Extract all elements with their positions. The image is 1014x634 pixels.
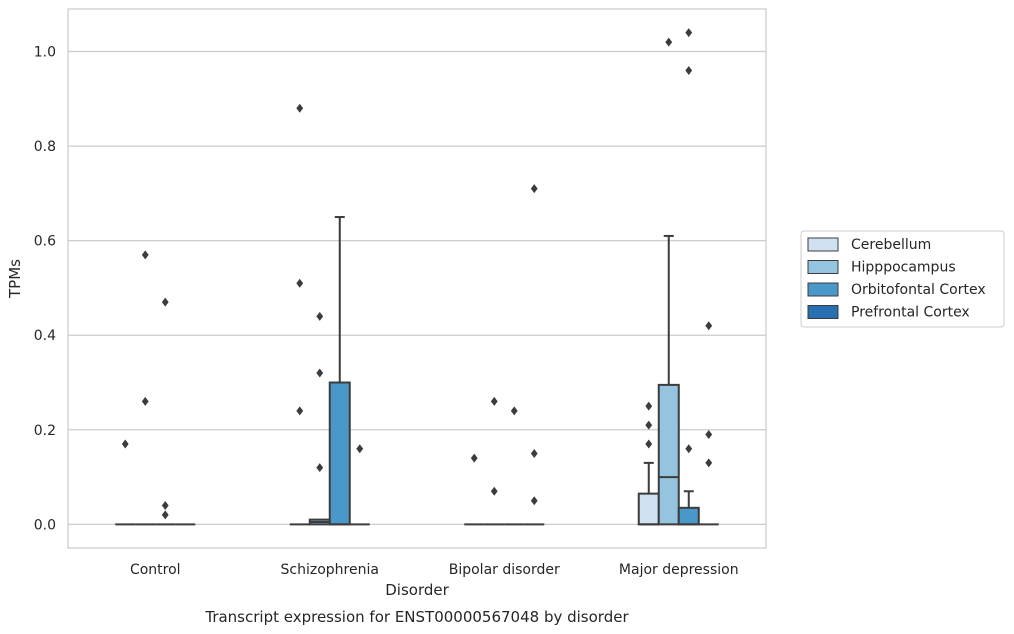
outlier-point	[141, 250, 149, 260]
x-tick-label: Control	[130, 562, 181, 578]
box-3-2	[677, 28, 700, 526]
box-1-3	[349, 444, 370, 526]
y-tick-label: 0.4	[34, 328, 56, 344]
x-axis-label: Disorder	[385, 581, 449, 599]
outlier-point	[510, 406, 518, 416]
outlier-point	[316, 311, 324, 321]
y-tick-labels: 0.0 0.2 0.4 0.6 0.8 1.0	[34, 45, 56, 534]
y-tick-label: 0.8	[34, 139, 56, 155]
outlier-point	[161, 500, 169, 510]
legend-entry: Prefrontal Cortex	[851, 305, 970, 321]
chart-caption: Transcript expression for ENST0000056704…	[204, 608, 629, 626]
outlier-point	[530, 496, 538, 506]
box-iqr	[328, 381, 351, 526]
box-1-2	[328, 216, 351, 526]
legend-frame	[800, 230, 1005, 328]
outlier-point	[530, 448, 538, 458]
outlier-point	[645, 420, 653, 430]
box-3-0	[637, 401, 660, 526]
box-1-0	[289, 103, 310, 526]
box-groups	[115, 28, 719, 526]
y-tick-label: 0.2	[34, 423, 56, 439]
box-2-2	[504, 406, 525, 526]
box-iqr	[657, 383, 680, 526]
outlier-point	[161, 510, 169, 520]
x-tick-label: Bipolar disorder	[449, 562, 560, 578]
box-0-0	[115, 439, 136, 526]
outlier-point	[490, 486, 498, 496]
box-0-2	[155, 297, 176, 526]
outlier-point	[530, 184, 538, 194]
outlier-point	[161, 297, 169, 307]
legend-swatch	[807, 237, 839, 252]
legend-entry: Cerebellum	[851, 237, 931, 253]
outlier-point	[705, 458, 713, 468]
legend-entry: Hipppocampus	[851, 260, 956, 276]
outlier-point	[470, 453, 478, 463]
plot-area-frame	[67, 8, 767, 549]
box-2-0	[464, 453, 485, 526]
box-3-1	[657, 37, 680, 526]
outlier-point	[316, 368, 324, 378]
legend-entry: Orbitofontal Cortex	[851, 282, 986, 298]
outlier-point	[705, 430, 713, 440]
outlier-point	[121, 439, 129, 449]
box-iqr	[677, 506, 700, 526]
x-tick-label: Major depression	[619, 562, 739, 578]
y-tick-label: 0.6	[34, 234, 56, 250]
box-2-3	[524, 184, 545, 526]
box-iqr	[637, 492, 660, 526]
outlier-point	[685, 28, 693, 38]
y-tick-label: 0.0	[34, 517, 56, 533]
y-tick-label: 1.0	[34, 45, 56, 61]
outlier-point	[490, 396, 498, 406]
y-axis-label: TPMs	[6, 259, 24, 299]
legend-swatch	[807, 260, 839, 274]
outlier-point	[665, 37, 673, 47]
outlier-point	[296, 278, 304, 288]
legend-swatch	[807, 305, 839, 319]
legend-swatch	[807, 282, 839, 297]
outlier-point	[356, 444, 364, 454]
outlier-point	[296, 103, 304, 113]
box-3-3	[698, 321, 719, 526]
x-tick-labels: Control Schizophrenia Bipolar disorder Majo…	[130, 562, 739, 578]
outlier-point	[685, 65, 693, 75]
outlier-point	[141, 396, 149, 406]
box-2-1	[484, 396, 505, 526]
box-0-1	[135, 250, 156, 526]
outlier-point	[645, 401, 653, 411]
outlier-point	[316, 463, 324, 473]
x-tick-label: Schizophrenia	[281, 562, 379, 578]
outlier-point	[645, 439, 653, 449]
outlier-point	[705, 321, 713, 331]
legend: Cerebellum Hipppocampus Orbitofontal Corte…	[800, 230, 1005, 328]
outlier-point	[296, 406, 304, 416]
outlier-point	[685, 444, 693, 454]
